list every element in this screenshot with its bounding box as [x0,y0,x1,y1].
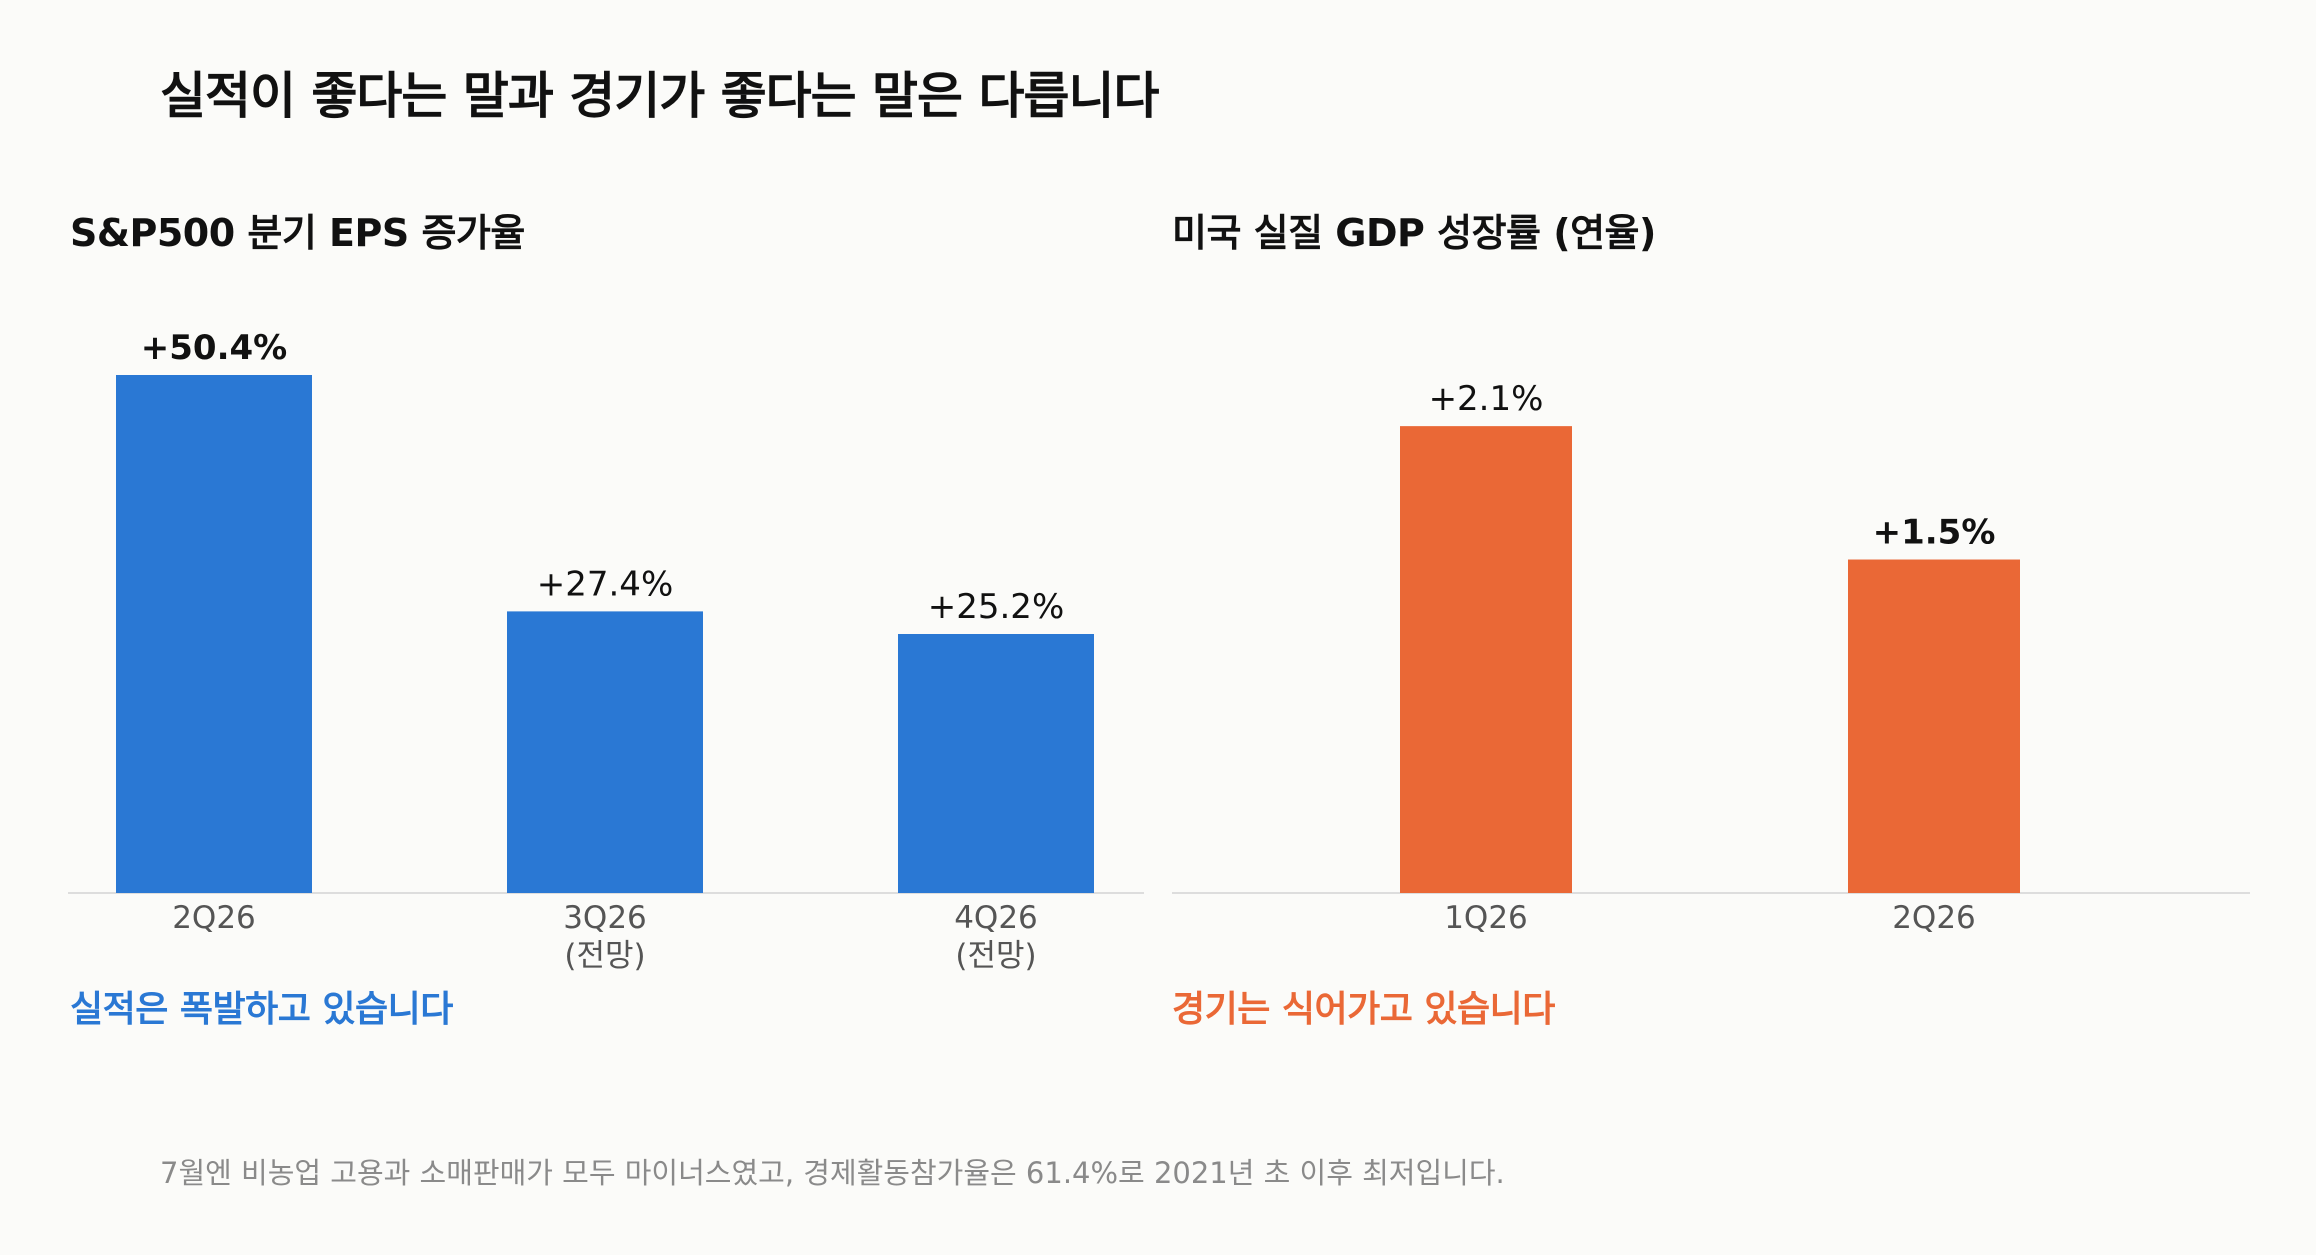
eps-value-label-1: +27.4% [537,564,674,604]
eps-bar-0 [116,375,312,893]
gdp-category-label-1-0: 2Q26 [1892,900,1976,936]
gdp-takeaway: 경기는 식어가고 있습니다 [1172,989,1555,1030]
eps-category-label-1-1: (전망) [564,938,645,974]
page-title: 실적이 좋다는 말과 경기가 좋다는 말은 다릅니다 [160,67,1159,125]
eps-bar-1 [507,611,703,893]
eps-takeaway: 실적은 폭발하고 있습니다 [70,989,453,1030]
eps-value-label-2: +25.2% [928,587,1065,627]
footnote: 7월엔 비농업 고용과 소매판매가 모두 마이너스였고, 경제활동참가율은 61… [160,1156,1505,1190]
gdp-value-label-0: +2.1% [1429,379,1544,419]
gdp-bar-1 [1848,559,2020,893]
eps-bar-2 [898,634,1094,893]
gdp-category-label-0-0: 1Q26 [1444,900,1528,936]
charts-canvas: +50.4%2Q26+27.4%3Q26(전망)+25.2%4Q26(전망) +… [68,328,2250,974]
gdp-bar-0 [1400,426,1572,893]
eps-category-label-0-0: 2Q26 [172,900,256,936]
eps-category-label-2-1: (전망) [955,938,1036,974]
eps-category-label-2-0: 4Q26 [954,900,1038,936]
eps-category-label-1-0: 3Q26 [563,900,647,936]
eps-panel-title: S&P500 분기 EPS 증가율 [70,211,525,255]
gdp-bar-chart: +2.1% 1Q26 +1.5% 2Q26 [1172,379,2250,936]
eps-value-label-0: +50.4% [141,328,287,368]
gdp-panel-title: 미국 실질 GDP 성장률 (연율) [1172,211,1656,255]
gdp-value-label-1: +1.5% [1873,513,1996,553]
eps-bar-chart: +50.4%2Q26+27.4%3Q26(전망)+25.2%4Q26(전망) [68,328,1144,974]
